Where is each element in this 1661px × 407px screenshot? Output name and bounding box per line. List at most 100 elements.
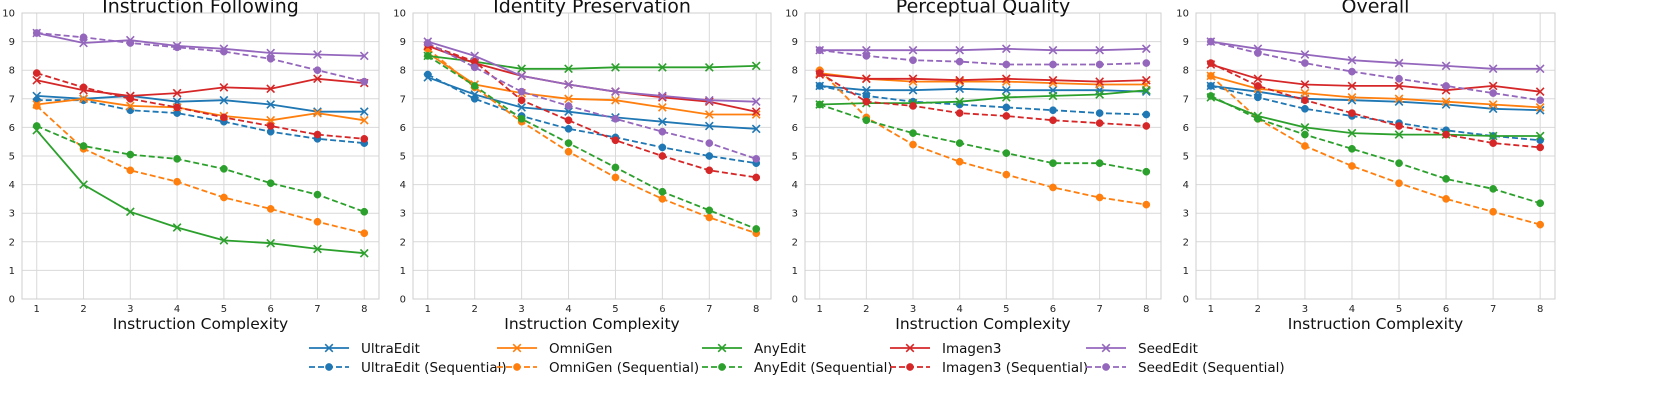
series-line bbox=[1210, 75, 1541, 226]
legend-marker bbox=[513, 363, 521, 371]
y-tick-label: 0 bbox=[792, 295, 798, 306]
data-point bbox=[517, 71, 526, 81]
x-tick-label: 5 bbox=[1003, 304, 1009, 315]
data-point bbox=[1142, 59, 1151, 67]
x-tick-label: 1 bbox=[1208, 304, 1214, 315]
chart-title: Identity Preservation bbox=[493, 0, 691, 18]
data-point bbox=[909, 129, 917, 137]
legend-marker bbox=[1101, 343, 1111, 353]
data-point bbox=[1535, 131, 1545, 141]
series-imagen3-sequential bbox=[1206, 59, 1545, 152]
y-tick-label: 9 bbox=[9, 37, 15, 48]
x-tick-label: 3 bbox=[518, 304, 524, 315]
data-point bbox=[862, 97, 871, 106]
data-point bbox=[1254, 49, 1262, 57]
data-point bbox=[1049, 106, 1057, 115]
legend-label: UltraEdit (Sequential) bbox=[361, 360, 507, 376]
legend-marker bbox=[325, 363, 333, 371]
data-point bbox=[1095, 109, 1104, 117]
data-point bbox=[1049, 60, 1057, 69]
data-point bbox=[1095, 119, 1104, 127]
data-point bbox=[751, 107, 761, 117]
data-point bbox=[611, 114, 620, 123]
data-point bbox=[611, 163, 620, 172]
data-point bbox=[219, 236, 229, 245]
data-point bbox=[313, 66, 322, 75]
x-tick-label: 1 bbox=[425, 304, 431, 315]
data-point bbox=[1488, 100, 1498, 109]
data-point bbox=[1348, 109, 1356, 117]
y-tick-label: 4 bbox=[1183, 180, 1189, 191]
y-tick-label: 4 bbox=[9, 180, 15, 191]
data-point bbox=[359, 107, 369, 117]
legend-marker bbox=[1102, 363, 1110, 371]
x-tick-label: 2 bbox=[1255, 304, 1261, 315]
series-line bbox=[1210, 96, 1541, 137]
data-point bbox=[908, 74, 918, 84]
data-point bbox=[1536, 220, 1545, 229]
series-imagen3-sequential bbox=[32, 69, 369, 143]
data-point bbox=[751, 124, 761, 134]
x-axis-label: Instruction Complexity bbox=[113, 315, 288, 333]
data-point bbox=[1206, 82, 1215, 90]
data-point bbox=[313, 108, 322, 118]
y-tick-label: 5 bbox=[792, 152, 798, 163]
data-point bbox=[658, 143, 667, 152]
data-point bbox=[79, 142, 88, 150]
data-point bbox=[564, 80, 573, 89]
data-point bbox=[1141, 87, 1151, 97]
data-point bbox=[266, 179, 275, 188]
series-line bbox=[1210, 40, 1541, 70]
y-tick-label: 0 bbox=[9, 295, 15, 306]
data-point bbox=[1002, 149, 1011, 157]
data-point bbox=[861, 45, 871, 55]
data-point bbox=[1300, 123, 1310, 132]
data-point bbox=[1301, 130, 1309, 139]
data-point bbox=[126, 166, 135, 175]
data-point bbox=[1049, 116, 1057, 125]
data-point bbox=[704, 121, 714, 131]
y-tick-label: 9 bbox=[792, 37, 798, 48]
data-point bbox=[752, 173, 761, 182]
data-point bbox=[955, 45, 965, 55]
y-tick-label: 8 bbox=[792, 66, 798, 77]
series-ultraedit-sequential bbox=[815, 82, 1151, 119]
data-point bbox=[359, 51, 369, 61]
series-line bbox=[427, 55, 757, 70]
series-line bbox=[1210, 75, 1541, 109]
x-tick-label: 6 bbox=[267, 304, 273, 315]
x-tick-label: 4 bbox=[1349, 304, 1355, 315]
data-point bbox=[955, 139, 964, 147]
chart-panel-4: 0 1 2 3 4 5 6 7 8 9 10 1 2 3 4 5 6 7 8 Overall Instruction C… bbox=[1176, 0, 1556, 333]
series-line bbox=[427, 55, 757, 230]
data-point bbox=[861, 85, 871, 95]
legend-label: AnyEdit bbox=[754, 341, 806, 357]
series-line bbox=[36, 129, 365, 255]
y-tick-label: 8 bbox=[400, 66, 406, 77]
series-line bbox=[427, 73, 757, 165]
x-tick-label: 8 bbox=[361, 304, 367, 315]
chart-panel-2: 0 1 2 3 4 5 6 7 8 9 10 1 2 3 4 5 6 7 8 Identity Preservatio… bbox=[393, 0, 772, 333]
data-point bbox=[751, 97, 761, 107]
series-anyedit bbox=[815, 85, 1151, 109]
series-line bbox=[427, 76, 757, 130]
plot-frame bbox=[804, 12, 1162, 300]
data-point bbox=[955, 57, 964, 66]
y-tick-label: 10 bbox=[785, 9, 798, 20]
data-point bbox=[517, 103, 526, 112]
data-point bbox=[79, 33, 88, 42]
legend-entry: AnyEdit bbox=[702, 341, 806, 357]
x-tick-label: 4 bbox=[174, 304, 180, 315]
legend-entry: OmniGen (Sequential) bbox=[497, 360, 699, 376]
data-point bbox=[611, 87, 620, 97]
data-point bbox=[79, 38, 88, 48]
data-point bbox=[658, 187, 667, 196]
y-tick-label: 3 bbox=[9, 209, 15, 220]
y-tick-label: 6 bbox=[792, 123, 798, 134]
data-point bbox=[266, 205, 275, 213]
data-point bbox=[173, 177, 181, 186]
data-point bbox=[611, 173, 620, 182]
data-point bbox=[1489, 139, 1497, 147]
chart-title: Instruction Following bbox=[102, 0, 299, 18]
x-tick-label: 5 bbox=[1396, 304, 1402, 315]
